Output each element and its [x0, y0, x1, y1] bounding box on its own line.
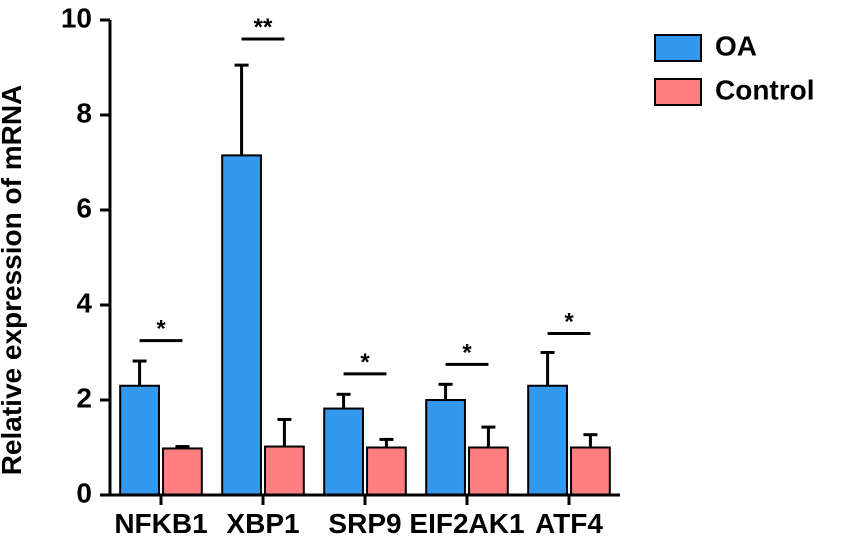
y-tick-label: 4 [76, 287, 92, 318]
chart-svg: 0 2 4 6 8 10 NFKB1 * XBP1 ** SRP9 * EIF2AK1 * ATF4 * OA C… [0, 0, 843, 559]
y-tick-label: 2 [76, 382, 92, 413]
legend-label: Control [715, 74, 815, 105]
bar-control [265, 447, 304, 495]
sig-label: * [462, 339, 472, 366]
x-category-label: NFKB1 [114, 508, 207, 539]
x-category-label: SRP9 [328, 508, 401, 539]
y-tick-label: 8 [76, 97, 92, 128]
bar-control [163, 448, 202, 495]
x-category-label: ATF4 [535, 508, 603, 539]
y-tick-label: 6 [76, 192, 92, 223]
x-category-label: EIF2AK1 [409, 508, 524, 539]
bar-control [367, 448, 406, 496]
legend-swatch [655, 79, 701, 105]
bar-control [469, 448, 508, 496]
bar-oa [426, 400, 465, 495]
y-tick-label: 0 [76, 477, 92, 508]
bar-control [571, 448, 610, 496]
bar-oa [324, 409, 363, 495]
x-category-label: XBP1 [226, 508, 299, 539]
sig-label: ** [254, 14, 273, 41]
bar-oa [528, 386, 567, 495]
legend-label: OA [715, 30, 757, 61]
sig-label: * [564, 309, 574, 336]
sig-label: * [156, 316, 166, 343]
chart-container: Relative expression of mRNA 0 2 4 6 8 10 NFKB1… [0, 0, 843, 559]
sig-label: * [360, 349, 370, 376]
y-axis-label: Relative expression of mRNA [0, 84, 28, 475]
y-tick-label: 10 [61, 2, 92, 33]
bar-oa [120, 386, 159, 495]
legend-swatch [655, 35, 701, 61]
bar-oa [222, 155, 261, 495]
